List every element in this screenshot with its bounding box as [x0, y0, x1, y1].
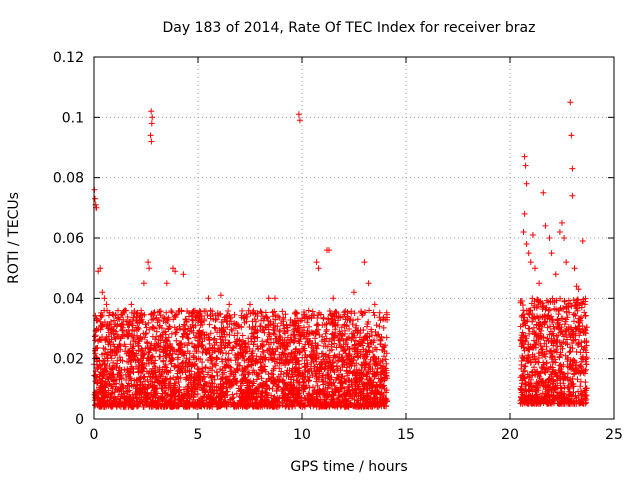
x-tick-label: 5 — [194, 427, 203, 443]
y-tick-label: 0.02 — [53, 352, 84, 368]
y-tick-label: 0.06 — [53, 231, 84, 247]
y-tick-label: 0 — [75, 412, 84, 428]
x-tick-label: 10 — [293, 427, 311, 443]
y-axis-label: ROTI / TECUs — [6, 192, 22, 284]
y-tick-label: 0.12 — [53, 50, 84, 66]
y-tick-label: 0.08 — [53, 171, 84, 187]
data-point-markers — [91, 99, 590, 410]
y-tick-label: 0.04 — [53, 291, 84, 307]
y-tick-label: 0.1 — [62, 110, 84, 126]
x-tick-label: 20 — [501, 427, 519, 443]
x-tick-label: 0 — [90, 427, 99, 443]
x-axis-label: GPS time / hours — [290, 459, 407, 475]
scatter-series — [91, 99, 590, 410]
x-tick-label: 25 — [605, 427, 623, 443]
x-tick-label: 15 — [397, 427, 415, 443]
axis-ticks: 0 5 10 15 20 25 0 0.02 0.04 0.06 0.08 0.1 0.12 — [53, 50, 623, 443]
chart-title: Day 183 of 2014, Rate Of TEC Index for r… — [163, 20, 536, 36]
